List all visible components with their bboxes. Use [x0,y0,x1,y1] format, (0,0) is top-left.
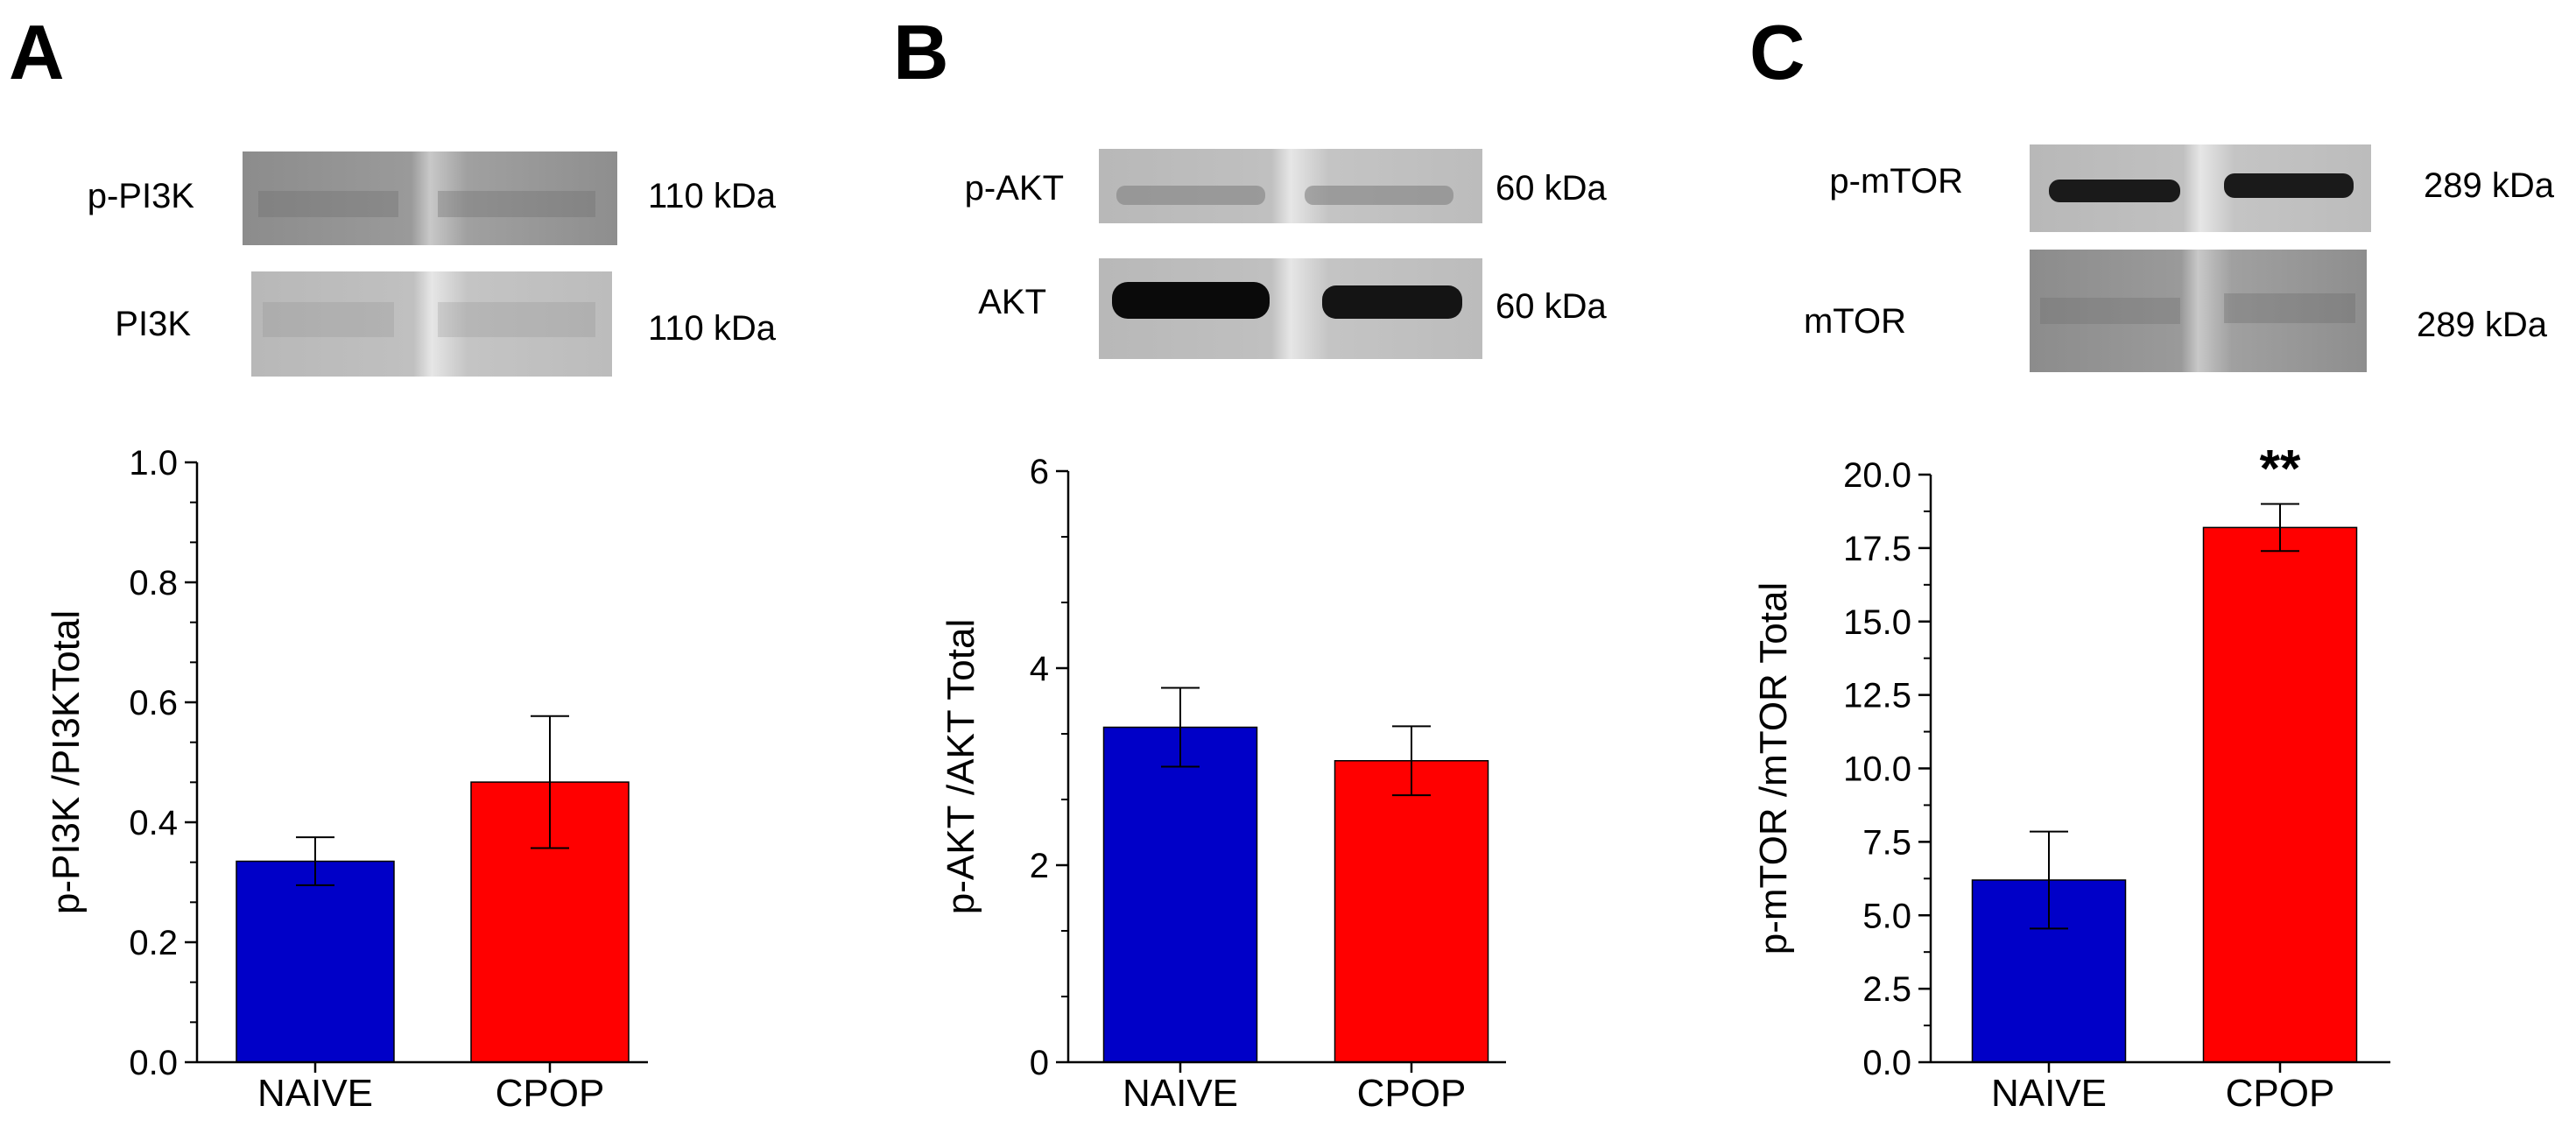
blot-c: p-mTOR 289 kDa mTOR 289 kDa [1804,144,2555,372]
x-tick-label: NAIVE [257,1072,373,1115]
y-axis-title: p-AKT /AKT Total [940,619,982,915]
x-tick-label: CPOP [1357,1072,1467,1115]
y-tick-label: 20.0 [1843,456,1911,495]
blot-name-p-pi3k: p-PI3K [88,177,195,215]
blot-band-pi3k-cpop [438,302,595,337]
bar-cpop [1334,760,1489,1063]
blot-kda-p-pi3k: 110 kDa [648,177,777,215]
y-tick-label: 0.6 [129,684,178,722]
error-bar-naive [2030,830,2068,930]
blot-kda-mtor: 289 kDa [2417,306,2548,344]
bar-cpop [2202,526,2358,1063]
blot-b: p-AKT 60 kDa AKT 60 kDa [965,149,1607,359]
y-tick-label: 0 [1030,1044,1049,1082]
blot-band-p-akt-cpop [1305,186,1453,205]
blot-band-pi3k-naive [263,302,394,337]
bar-naive [1102,726,1258,1063]
y-tick-label: 12.5 [1843,677,1911,715]
blot-a: p-PI3K 110 kDa PI3K 110 kDa [88,151,777,377]
y-tick-label: 0.0 [129,1044,178,1082]
panel-a: A p-PI3K 110 kDa PI3K 110 kDa NAIVE CPOP 0… [9,9,777,1115]
x-tick-label: CPOP [2226,1072,2335,1115]
blot-band-p-pi3k-naive [258,191,398,217]
blot-name-mtor: mTOR [1804,302,1906,341]
blot-band-akt-naive [1112,282,1270,319]
blot-kda-p-mtor: 289 kDa [2424,166,2555,205]
y-tick-label: 4 [1030,650,1049,688]
blot-strip-pi3k [251,271,612,377]
blot-band-p-mtor-cpop [2224,173,2354,198]
y-tick-label: 6 [1030,453,1049,491]
bar-chart-b: NAIVE CPOP 0 2 4 6 p-AKT /AKT Total [940,453,1506,1115]
y-tick-label: 2 [1030,847,1049,885]
blot-band-p-pi3k-cpop [438,191,595,217]
blot-name-p-akt: p-AKT [965,169,1064,208]
y-tick-label: 10.0 [1843,750,1911,789]
y-tick-label: 15.0 [1843,603,1911,642]
panel-letter-a: A [9,9,65,95]
blot-name-p-mtor: p-mTOR [1829,162,1963,201]
bar-naive [236,860,395,1063]
y-tick-label: 5.0 [1862,897,1911,935]
error-bar-cpop [2261,503,2299,553]
y-tick-label: 7.5 [1862,823,1911,862]
bar-chart-c: NAIVE CPOP ** 0.0 2.5 5.0 7.5 10.0 12.5 15.0 17.5 2… [1752,440,2390,1115]
blot-kda-akt: 60 kDa [1496,287,1607,326]
blot-band-mtor-naive [2040,298,2180,324]
y-tick-label: 0.0 [1862,1044,1911,1082]
error-bar-naive [296,836,334,886]
x-tick-label: NAIVE [1123,1072,1238,1115]
y-tick-label: 2.5 [1862,970,1911,1009]
significance-label: ** [2260,440,2301,498]
y-tick-label: 1.0 [129,444,178,482]
blot-strip-p-pi3k [243,151,617,245]
blot-name-pi3k: PI3K [115,305,191,343]
y-tick-label: 0.4 [129,804,178,842]
panel-c: C p-mTOR 289 kDa mTOR 289 kDa NAIVE CPOP *… [1749,9,2555,1115]
error-bar-cpop [531,715,569,849]
bar-chart-a: NAIVE CPOP 0.0 0.2 0.4 0.6 0.8 1.0 p-PI3K /PI3KT… [45,444,648,1115]
error-bar-naive [1161,687,1200,768]
y-axis-title: p-mTOR /mTOR Total [1752,582,1795,954]
y-tick-label: 17.5 [1843,530,1911,568]
blot-kda-p-akt: 60 kDa [1496,169,1607,208]
blot-band-p-akt-naive [1116,186,1265,205]
x-tick-label: CPOP [496,1072,605,1115]
panel-b: B p-AKT 60 kDa AKT 60 kDa NAIVE CPOP 0 2 4 6 p… [893,9,1607,1115]
y-axis-title: p-PI3K /PI3KTotal [45,610,88,914]
error-bar-cpop [1392,725,1431,797]
blot-band-akt-cpop [1322,285,1462,319]
blot-band-mtor-cpop [2224,293,2355,323]
blot-kda-pi3k: 110 kDa [648,309,777,348]
blot-name-akt: AKT [978,283,1046,321]
y-tick-label: 0.2 [129,924,178,962]
y-tick-label: 0.8 [129,564,178,602]
x-tick-label: NAIVE [1991,1072,2107,1115]
panel-letter-b: B [893,9,949,95]
blot-strip-mtor [2030,250,2367,372]
blot-band-p-mtor-naive [2049,180,2180,202]
panel-letter-c: C [1749,9,1805,95]
